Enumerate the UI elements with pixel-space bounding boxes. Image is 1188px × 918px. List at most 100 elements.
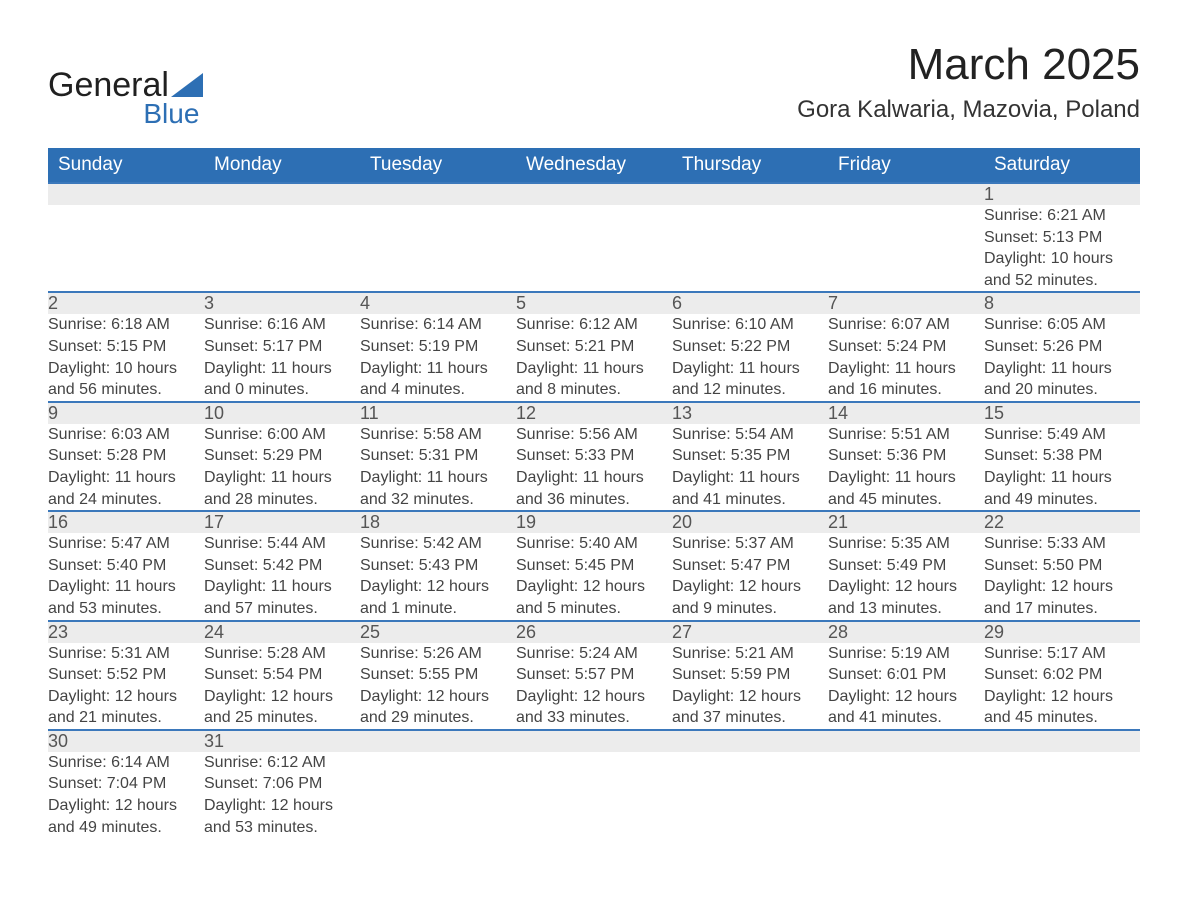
daylight2-text: and 56 minutes.	[48, 379, 204, 401]
day-detail-cell: Sunrise: 5:33 AMSunset: 5:50 PMDaylight:…	[984, 533, 1140, 620]
day-detail-cell	[828, 752, 984, 838]
sunset-text: Sunset: 5:13 PM	[984, 227, 1140, 249]
day-number-cell: 9	[48, 402, 204, 424]
day-number: 9	[48, 403, 58, 423]
day-detail-cell	[48, 205, 204, 292]
day-number-cell	[828, 183, 984, 205]
day-detail-cell: Sunrise: 5:42 AMSunset: 5:43 PMDaylight:…	[360, 533, 516, 620]
daylight1-text: Daylight: 12 hours	[516, 686, 672, 708]
day-number: 14	[828, 403, 848, 423]
day-number-cell: 19	[516, 511, 672, 533]
day-detail-cell	[516, 752, 672, 838]
day-number-cell: 17	[204, 511, 360, 533]
day-detail-cell	[672, 205, 828, 292]
daylight1-text: Daylight: 11 hours	[204, 576, 360, 598]
day-detail-cell: Sunrise: 5:49 AMSunset: 5:38 PMDaylight:…	[984, 424, 1140, 511]
sunset-text: Sunset: 5:17 PM	[204, 336, 360, 358]
sunrise-text: Sunrise: 5:37 AM	[672, 533, 828, 555]
day-detail-cell: Sunrise: 6:05 AMSunset: 5:26 PMDaylight:…	[984, 314, 1140, 401]
day-header: Wednesday	[516, 148, 672, 183]
sunset-text: Sunset: 5:50 PM	[984, 555, 1140, 577]
day-number: 3	[204, 293, 214, 313]
day-number-cell	[516, 730, 672, 752]
sunset-text: Sunset: 5:22 PM	[672, 336, 828, 358]
day-number-cell: 13	[672, 402, 828, 424]
page-title: March 2025	[797, 40, 1140, 90]
day-number-cell: 21	[828, 511, 984, 533]
daylight2-text: and 45 minutes.	[984, 707, 1140, 729]
sunrise-text: Sunrise: 5:51 AM	[828, 424, 984, 446]
daylight2-text: and 36 minutes.	[516, 489, 672, 511]
sunset-text: Sunset: 5:42 PM	[204, 555, 360, 577]
day-number: 31	[204, 731, 224, 751]
sunrise-text: Sunrise: 6:14 AM	[48, 752, 204, 774]
daylight1-text: Daylight: 11 hours	[828, 467, 984, 489]
day-detail-cell	[828, 205, 984, 292]
daylight2-text: and 41 minutes.	[672, 489, 828, 511]
daylight1-text: Daylight: 10 hours	[984, 248, 1140, 270]
daylight2-text: and 28 minutes.	[204, 489, 360, 511]
daylight1-text: Daylight: 11 hours	[360, 358, 516, 380]
day-number: 1	[984, 184, 994, 204]
sunrise-text: Sunrise: 5:19 AM	[828, 643, 984, 665]
day-detail-cell: Sunrise: 5:21 AMSunset: 5:59 PMDaylight:…	[672, 643, 828, 730]
week-detail-row: Sunrise: 5:31 AMSunset: 5:52 PMDaylight:…	[48, 643, 1140, 730]
day-header: Saturday	[984, 148, 1140, 183]
sunset-text: Sunset: 5:40 PM	[48, 555, 204, 577]
sunset-text: Sunset: 5:52 PM	[48, 664, 204, 686]
day-number-cell: 24	[204, 621, 360, 643]
week-detail-row: Sunrise: 6:21 AMSunset: 5:13 PMDaylight:…	[48, 205, 1140, 292]
daylight2-text: and 0 minutes.	[204, 379, 360, 401]
day-number: 6	[672, 293, 682, 313]
daylight2-text: and 25 minutes.	[204, 707, 360, 729]
title-block: March 2025 Gora Kalwaria, Mazovia, Polan…	[797, 40, 1140, 124]
sunrise-text: Sunrise: 5:44 AM	[204, 533, 360, 555]
day-number: 8	[984, 293, 994, 313]
day-detail-cell: Sunrise: 6:21 AMSunset: 5:13 PMDaylight:…	[984, 205, 1140, 292]
week-number-row: 16171819202122	[48, 511, 1140, 533]
day-number-cell: 22	[984, 511, 1140, 533]
day-detail-cell: Sunrise: 5:17 AMSunset: 6:02 PMDaylight:…	[984, 643, 1140, 730]
day-header: Tuesday	[360, 148, 516, 183]
sunset-text: Sunset: 5:55 PM	[360, 664, 516, 686]
sunrise-text: Sunrise: 6:07 AM	[828, 314, 984, 336]
sunrise-text: Sunrise: 5:26 AM	[360, 643, 516, 665]
day-detail-cell: Sunrise: 5:19 AMSunset: 6:01 PMDaylight:…	[828, 643, 984, 730]
day-number: 30	[48, 731, 68, 751]
sunrise-text: Sunrise: 5:47 AM	[48, 533, 204, 555]
day-number: 13	[672, 403, 692, 423]
sunrise-text: Sunrise: 6:12 AM	[204, 752, 360, 774]
daylight2-text: and 49 minutes.	[984, 489, 1140, 511]
sunset-text: Sunset: 6:01 PM	[828, 664, 984, 686]
sunset-text: Sunset: 6:02 PM	[984, 664, 1140, 686]
daylight1-text: Daylight: 11 hours	[516, 358, 672, 380]
sunset-text: Sunset: 7:04 PM	[48, 773, 204, 795]
daylight1-text: Daylight: 12 hours	[48, 795, 204, 817]
day-detail-cell: Sunrise: 6:14 AMSunset: 7:04 PMDaylight:…	[48, 752, 204, 838]
sunset-text: Sunset: 5:28 PM	[48, 445, 204, 467]
sunrise-text: Sunrise: 5:21 AM	[672, 643, 828, 665]
day-number: 19	[516, 512, 536, 532]
week-number-row: 30 31	[48, 730, 1140, 752]
sunrise-text: Sunrise: 5:17 AM	[984, 643, 1140, 665]
day-detail-cell: Sunrise: 6:07 AMSunset: 5:24 PMDaylight:…	[828, 314, 984, 401]
day-number: 27	[672, 622, 692, 642]
daylight1-text: Daylight: 11 hours	[360, 467, 516, 489]
week-detail-row: Sunrise: 6:03 AMSunset: 5:28 PMDaylight:…	[48, 424, 1140, 511]
daylight2-text: and 52 minutes.	[984, 270, 1140, 292]
day-number-cell: 26	[516, 621, 672, 643]
day-number-cell: 28	[828, 621, 984, 643]
daylight2-text: and 33 minutes.	[516, 707, 672, 729]
day-number: 11	[360, 403, 379, 423]
day-number-cell: 7	[828, 292, 984, 314]
sunset-text: Sunset: 5:45 PM	[516, 555, 672, 577]
sunrise-text: Sunrise: 5:56 AM	[516, 424, 672, 446]
day-number: 29	[984, 622, 1004, 642]
day-number-cell: 10	[204, 402, 360, 424]
day-number-cell	[828, 730, 984, 752]
daylight2-text: and 4 minutes.	[360, 379, 516, 401]
brand-name: General	[48, 68, 169, 102]
sunrise-text: Sunrise: 5:24 AM	[516, 643, 672, 665]
week-number-row: 2345678	[48, 292, 1140, 314]
daylight1-text: Daylight: 11 hours	[984, 467, 1140, 489]
